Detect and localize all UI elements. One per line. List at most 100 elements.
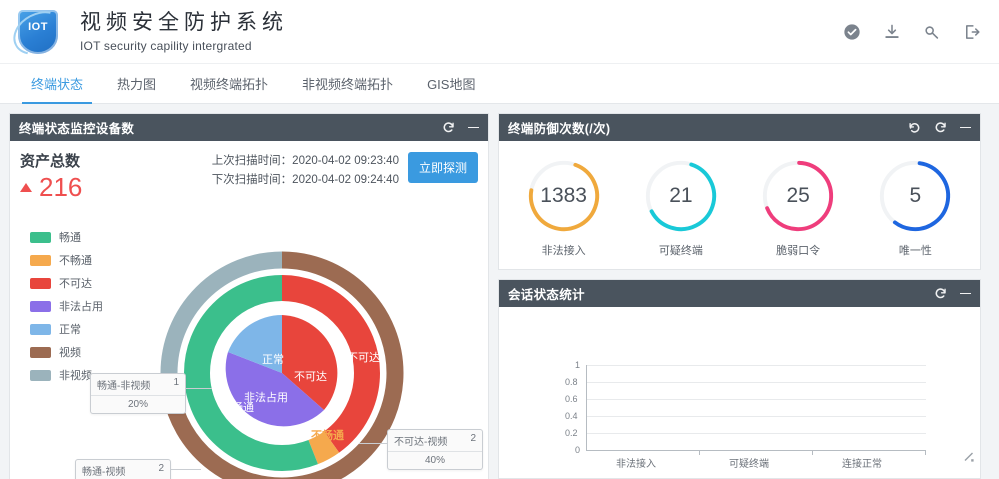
inner-slice-illegal-use[interactable] — [225, 352, 324, 427]
minimize-icon[interactable] — [468, 127, 479, 128]
gauge-value: 1383 — [540, 183, 587, 207]
legend-item-video[interactable]: 视频 — [30, 344, 103, 360]
logout-icon[interactable] — [963, 23, 981, 41]
logo-swoosh-icon — [5, 2, 73, 63]
tab-label: GIS地图 — [427, 77, 476, 92]
gauge-arc-svg — [645, 160, 716, 231]
check-circle-icon[interactable] — [843, 23, 861, 41]
donut-inner-pie — [225, 315, 338, 427]
app-title-en: IOT security capility intergrated — [80, 38, 252, 53]
refresh-icon[interactable] — [934, 287, 947, 300]
x-category-label: 非法接入 — [616, 459, 656, 470]
tooltip-value: 1 — [173, 377, 179, 388]
gauge-arc-svg — [528, 160, 599, 231]
tooltip-leader-line — [186, 388, 212, 389]
session-status-chart: 1 0.8 0.6 0.4 0.2 0 非法 — [499, 307, 980, 470]
download-icon[interactable] — [883, 23, 901, 41]
tab-heatmap[interactable]: 热力图 — [100, 64, 173, 103]
legend-item-nonvideo[interactable]: 非视频 — [30, 367, 103, 383]
inner-slice-normal[interactable] — [228, 315, 282, 373]
gauge-weak-password[interactable]: 25 脆弱口令 — [740, 157, 857, 258]
tooltip-name: 畅通-视频 — [82, 467, 126, 478]
reload-icon[interactable] — [908, 121, 921, 134]
gauge-uniqueness[interactable]: 5 唯一性 — [857, 157, 974, 258]
tooltip-name: 畅通-非视频 — [97, 381, 151, 392]
legend-item-normal[interactable]: 正常 — [30, 321, 103, 337]
tab-nonvideo-topology[interactable]: 非视频终端拓扑 — [285, 64, 410, 103]
x-category-label: 连接正常 — [842, 459, 882, 470]
legend-swatch — [30, 323, 51, 335]
gridline — [586, 399, 926, 400]
key-icon[interactable] — [923, 23, 941, 41]
gauge-arc-svg — [763, 160, 834, 231]
tooltip-value: 2 — [158, 463, 164, 474]
tab-label: 热力图 — [117, 77, 157, 92]
trend-up-icon — [20, 182, 32, 192]
resize-handle-icon[interactable] — [963, 451, 975, 463]
y-tick-label: 0.4 — [565, 411, 578, 421]
terminal-status-donut-chart: 畅通 不可达 不畅通 正常 不可达 非法占用 — [152, 243, 412, 479]
mid-label-unreachable: 不可达 — [347, 351, 380, 364]
legend-item-smooth[interactable]: 畅通 — [30, 229, 103, 245]
tab-terminal-status[interactable]: 终端状态 — [14, 64, 100, 104]
tab-gis-map[interactable]: GIS地图 — [410, 64, 492, 103]
donut-svg: 畅通 不可达 不畅通 正常 不可达 非法占用 — [160, 251, 404, 479]
asset-summary-row: 资产总数 216 上次扫描时间：2020-04-02 09:23:40 下次扫描… — [10, 141, 488, 200]
left-column: 终端状态监控设备数 资产总数 216 — [9, 113, 489, 479]
legend-swatch — [30, 277, 51, 289]
legend-label: 不可达 — [59, 278, 92, 290]
right-column: 终端防御次数(/次) — [498, 113, 981, 479]
defense-count-panel: 终端防御次数(/次) — [498, 113, 981, 270]
legend-label: 视频 — [59, 347, 81, 359]
legend-swatch — [30, 254, 51, 266]
gauge-value: 21 — [669, 183, 693, 207]
gauge-label: 可疑终端 — [658, 244, 703, 257]
refresh-icon[interactable] — [442, 121, 455, 134]
gauge-illegal-access[interactable]: 1383 非法接入 — [505, 157, 622, 258]
mid-label-not-smooth: 不畅通 — [311, 428, 344, 442]
logo-text: IOT — [28, 20, 48, 33]
gauge-label: 唯一性 — [898, 244, 932, 257]
tab-video-topology[interactable]: 视频终端拓扑 — [173, 64, 285, 103]
minimize-icon[interactable] — [960, 127, 971, 128]
probe-now-button[interactable]: 立即探测 — [407, 152, 478, 183]
panel-title: 终端状态监控设备数 — [19, 122, 135, 136]
mid-label-smooth: 畅通 — [232, 400, 254, 414]
gridline — [586, 382, 926, 383]
legend-label: 非视频 — [59, 370, 92, 382]
y-axis — [586, 365, 587, 450]
tooltip-name: 不可达-视频 — [394, 437, 448, 448]
x-tick — [699, 451, 700, 455]
asset-total-value-row: 216 — [20, 174, 82, 200]
gauge-label: 非法接入 — [541, 244, 586, 257]
mid-slice-smooth[interactable] — [184, 275, 380, 471]
refresh-icon[interactable] — [934, 121, 947, 134]
gauge-arc-svg — [880, 160, 951, 231]
x-tick — [812, 451, 813, 455]
tooltip-smooth-video: 畅通-视频2 40% — [75, 459, 171, 479]
gauge-suspicious-terminal[interactable]: 21 可疑终端 — [622, 157, 739, 258]
defense-count-panel-header: 终端防御次数(/次) — [499, 114, 980, 141]
gauge-value: 5 — [909, 183, 922, 207]
y-tick-label: 1 — [575, 360, 581, 370]
legend-item-unreachable[interactable]: 不可达 — [30, 275, 103, 291]
gauge-ring: 5 — [876, 157, 954, 235]
x-tick — [925, 451, 926, 455]
gauge-value: 25 — [786, 183, 810, 207]
tooltip-pct: 20% — [127, 399, 148, 410]
dashboard-board: 终端状态监控设备数 资产总数 216 — [0, 104, 999, 479]
legend-item-illegal-use[interactable]: 非法占用 — [30, 298, 103, 314]
minimize-icon[interactable] — [960, 293, 971, 294]
session-status-panel-header: 会话状态统计 — [499, 280, 980, 307]
inner-label-normal: 正常 — [262, 353, 284, 366]
legend-swatch — [30, 300, 51, 312]
tab-label: 终端状态 — [31, 77, 84, 92]
tab-label: 视频终端拓扑 — [190, 77, 269, 92]
legend-label: 非法占用 — [59, 301, 103, 313]
legend-swatch — [30, 369, 51, 381]
scan-info-block: 上次扫描时间：2020-04-02 09:23:40 下次扫描时间：2020-0… — [212, 150, 478, 200]
legend-item-not-smooth[interactable]: 不畅通 — [30, 252, 103, 268]
inner-slice-unreachable[interactable] — [282, 315, 338, 410]
legend-swatch — [30, 231, 51, 243]
donut-middle-ring — [184, 275, 380, 471]
